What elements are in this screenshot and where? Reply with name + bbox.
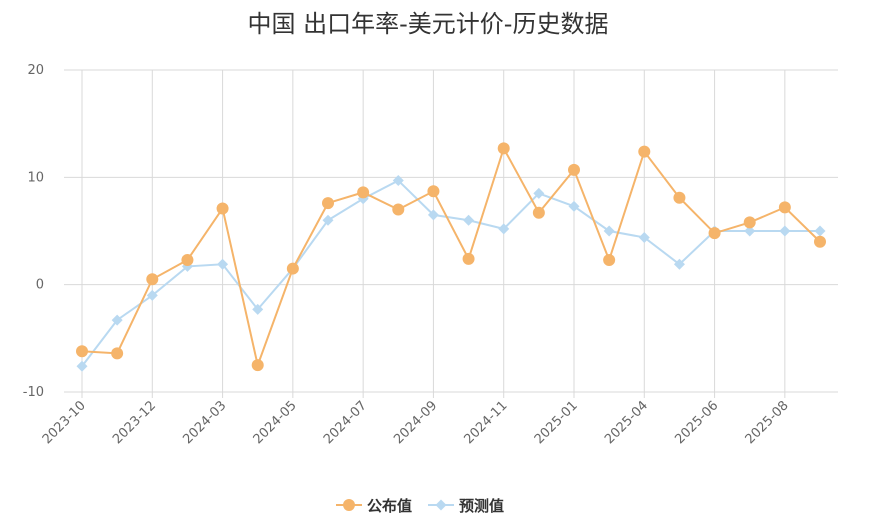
chart-title: 中国 出口年率-美元计价-历史数据	[248, 10, 609, 38]
data-point-actual[interactable]	[462, 252, 475, 265]
data-point-forecast[interactable]	[217, 258, 229, 270]
data-point-forecast[interactable]	[392, 175, 404, 187]
legend-marker-circle	[343, 499, 355, 511]
x-tick-label: 2024-05	[251, 398, 300, 447]
data-point-actual[interactable]	[146, 273, 159, 286]
data-point-forecast[interactable]	[76, 360, 88, 372]
data-point-actual[interactable]	[532, 206, 545, 219]
series-line-1	[81, 179, 820, 367]
chart-grid	[64, 69, 838, 398]
data-point-forecast[interactable]	[463, 214, 475, 226]
data-point-forecast[interactable]	[814, 225, 826, 237]
x-tick-label: 2025-04	[602, 398, 651, 447]
data-point-actual[interactable]	[568, 163, 580, 176]
series-line-0	[81, 145, 821, 369]
data-point-actual[interactable]	[216, 202, 229, 215]
data-point-actual[interactable]	[743, 216, 756, 229]
data-point-forecast[interactable]	[638, 231, 650, 243]
data-point-actual[interactable]	[814, 235, 826, 248]
x-tick-label: 2024-09	[391, 398, 440, 447]
legend-marker-diamond	[435, 499, 447, 511]
data-point-forecast[interactable]	[322, 214, 334, 226]
x-tick-label: 2024-03	[180, 398, 229, 447]
x-tick-label: 2025-08	[743, 398, 792, 447]
x-tick-label: 2025-01	[532, 398, 581, 447]
data-point-actual[interactable]	[322, 197, 334, 210]
data-point-actual[interactable]	[76, 345, 88, 358]
data-point-actual[interactable]	[708, 227, 721, 240]
data-point-forecast[interactable]	[111, 314, 123, 326]
data-point-forecast[interactable]	[533, 187, 545, 199]
y-tick-label: -10	[23, 385, 44, 400]
legend-label: 公布值	[367, 497, 412, 515]
legend-item-0[interactable]: 公布值	[336, 497, 412, 515]
y-tick-label: 0	[36, 278, 44, 293]
data-point-actual[interactable]	[392, 203, 405, 216]
x-tick-label: 2023-12	[110, 398, 159, 447]
data-point-actual[interactable]	[673, 191, 686, 204]
chart-legend[interactable]: 公布值 预测值	[336, 497, 504, 515]
legend-label: 预测值	[459, 497, 504, 515]
data-point-forecast[interactable]	[427, 209, 439, 221]
data-point-actual[interactable]	[111, 347, 124, 360]
data-point-actual[interactable]	[357, 186, 370, 199]
y-tick-label: 10	[27, 170, 44, 185]
data-point-forecast[interactable]	[744, 225, 756, 237]
legend-item-1[interactable]: 预测值	[428, 497, 504, 515]
data-point-forecast[interactable]	[603, 225, 615, 237]
data-point-forecast[interactable]	[498, 223, 510, 235]
data-point-actual[interactable]	[778, 201, 791, 214]
y-tick-label: 20	[27, 63, 44, 78]
data-point-forecast[interactable]	[146, 289, 158, 301]
data-point-actual[interactable]	[251, 359, 264, 372]
x-tick-label: 2025-06	[672, 398, 721, 447]
data-point-forecast[interactable]	[568, 200, 580, 212]
data-point-actual[interactable]	[497, 142, 510, 155]
data-point-forecast[interactable]	[779, 225, 791, 237]
data-point-actual[interactable]	[638, 145, 651, 158]
data-point-actual[interactable]	[427, 185, 440, 198]
data-point-actual[interactable]	[603, 253, 616, 266]
chart-series	[76, 142, 826, 372]
x-tick-label: 2024-07	[321, 398, 370, 447]
data-point-actual[interactable]	[181, 253, 194, 266]
x-tick-label: 2024-11	[462, 398, 511, 447]
data-point-forecast[interactable]	[252, 303, 264, 315]
data-point-actual[interactable]	[286, 262, 299, 275]
x-tick-label: 2023-10	[40, 398, 89, 447]
data-point-forecast[interactable]	[673, 258, 685, 270]
